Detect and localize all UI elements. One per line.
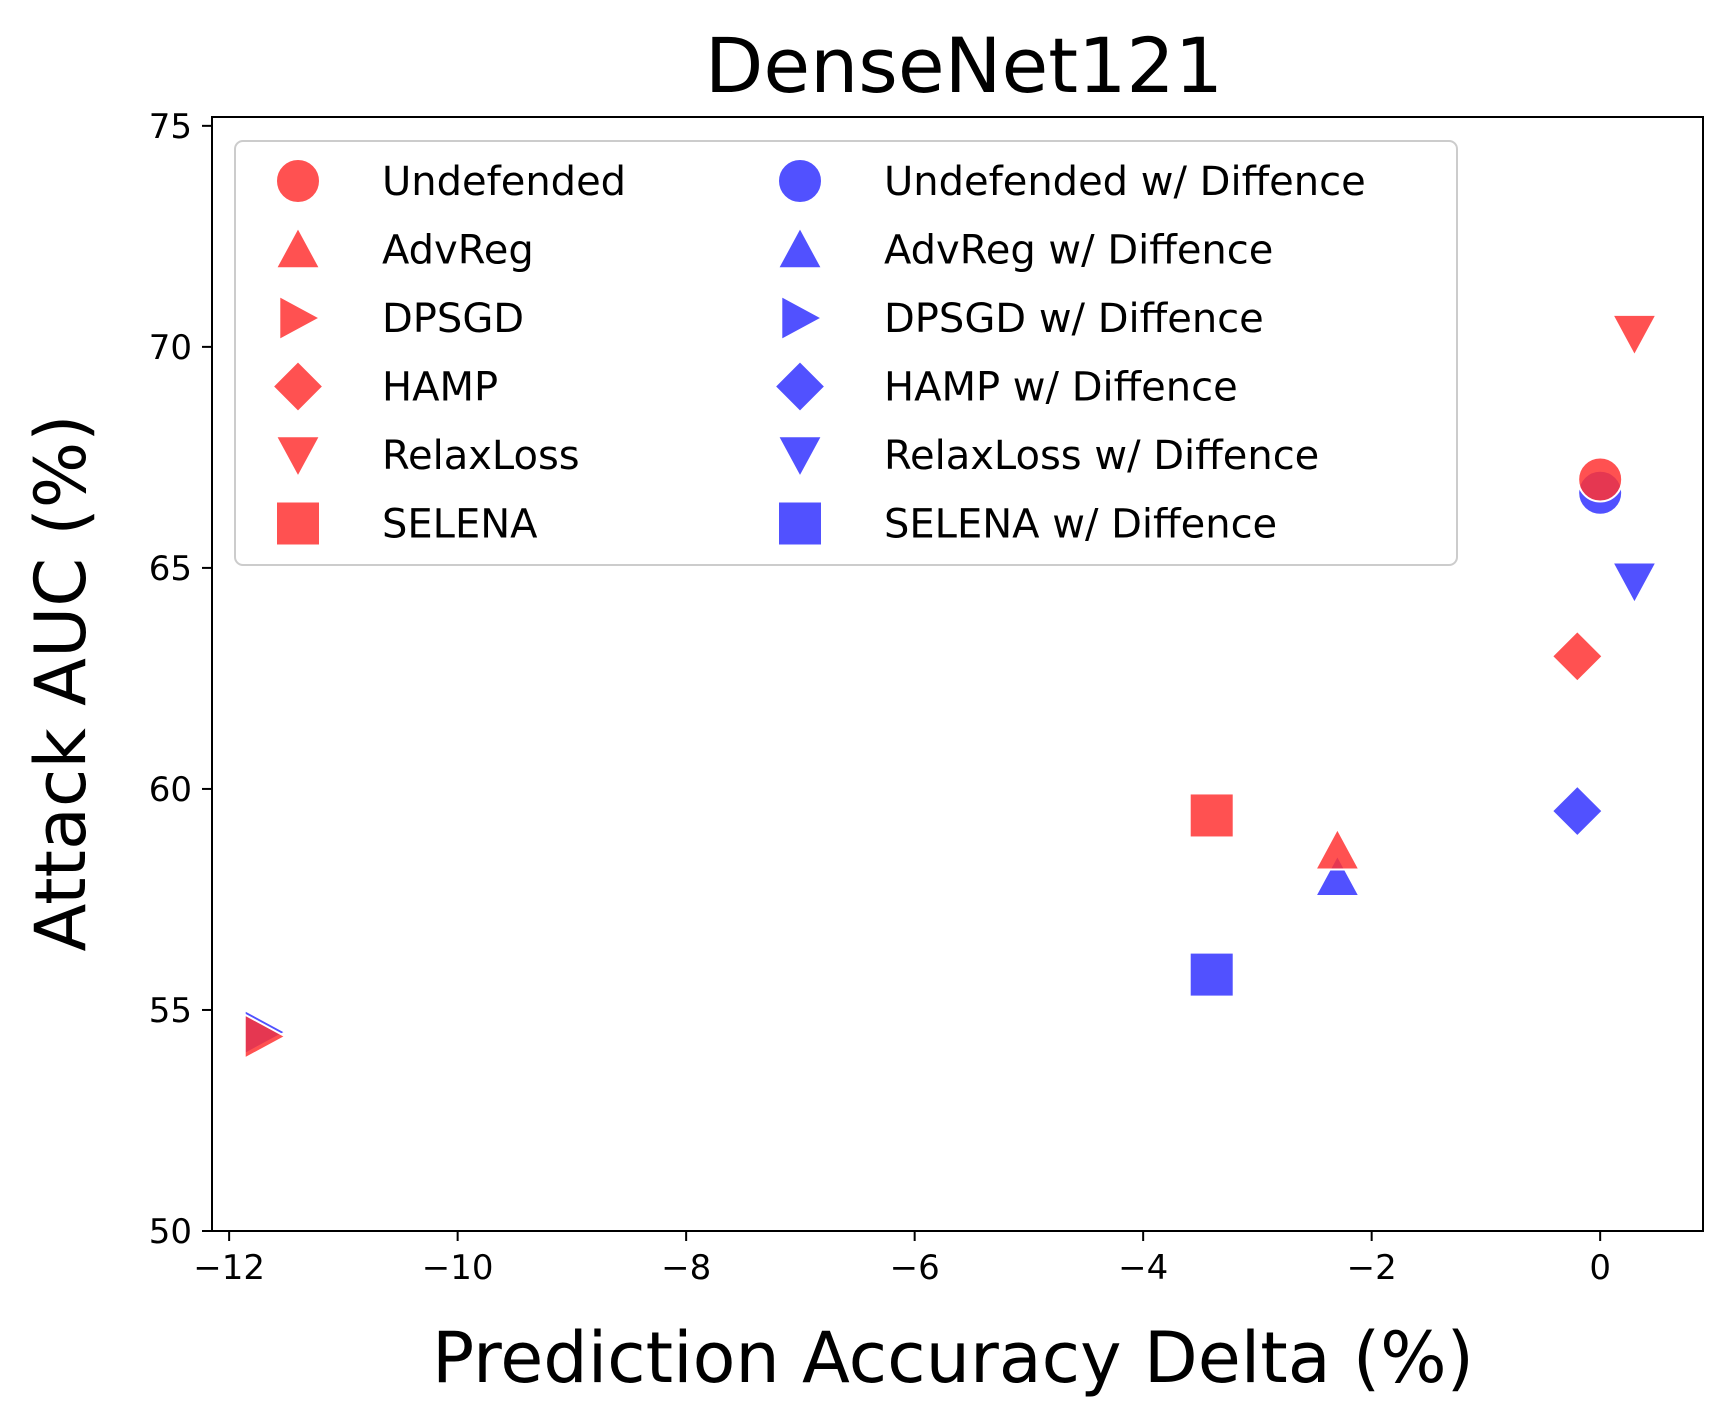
data-point [1188,951,1235,998]
legend-marker [776,435,824,480]
x-tick-label: −10 [422,1248,494,1288]
legend-marker [275,158,321,204]
legend-marker [271,359,325,414]
x-tick-label: 0 [1589,1248,1611,1288]
data-point [1610,561,1659,606]
y-tick-label: 60 [149,770,192,810]
y-tick-label: 70 [149,328,192,368]
data-point [1188,792,1235,839]
legend-marker [275,500,321,547]
legend-marker [274,435,322,480]
x-tick-label: −6 [890,1248,940,1288]
legend-label: DPSGD [382,296,524,342]
legend-frame [234,140,1458,566]
legend: Undefended AdvReg DPSGD HAMP RelaxLoss SELENA… [234,140,1458,566]
x-tick-label: −4 [1118,1248,1168,1288]
plot-frame [211,116,1704,1232]
legend-marker [777,158,823,204]
plot-area: −12 −10 −8 −6 −4 −2 0 50 55 60 65 70 75 [149,107,1704,1288]
x-tick-label: −12 [193,1248,265,1288]
legend-marker [780,294,825,342]
legend-marker [773,359,827,414]
y-tick-label: 75 [149,107,192,147]
x-tick-label: −2 [1347,1248,1397,1288]
legend-marker [274,225,322,270]
legend-marker [278,294,323,342]
legend-label: Undefended w/ Diffence [884,159,1366,205]
legend-marker [777,500,823,547]
chart-title: DenseNet121 [705,21,1223,110]
data-point [1577,456,1624,503]
data-point [1610,313,1659,358]
data-point [243,1012,288,1061]
legend-label: RelaxLoss w/ Diffence [884,433,1319,479]
data-point [1313,853,1362,898]
y-tick-label: 55 [149,991,192,1031]
data-points [243,313,1659,1061]
y-tick-label: 50 [149,1212,192,1252]
legend-label: AdvReg [382,228,534,274]
y-tick-label: 65 [149,549,192,589]
legend-label: HAMP [382,365,498,411]
legend-label: SELENA w/ Diffence [884,502,1277,548]
data-point [1313,826,1362,871]
legend-label: HAMP w/ Diffence [884,365,1238,411]
x-tick-label: −8 [661,1248,711,1288]
legend-marker [776,225,824,270]
data-point [1550,629,1605,684]
legend-label: SELENA [382,502,538,548]
legend-label: DPSGD w/ Diffence [884,296,1264,342]
legend-label: Undefended [382,159,626,205]
legend-label: RelaxLoss [382,433,580,479]
x-axis-label: Prediction Accuracy Delta (%) [432,1317,1474,1399]
legend-label: AdvReg w/ Diffence [884,228,1273,274]
data-point [1550,784,1605,838]
y-axis-label: Attack AUC (%) [20,414,102,951]
